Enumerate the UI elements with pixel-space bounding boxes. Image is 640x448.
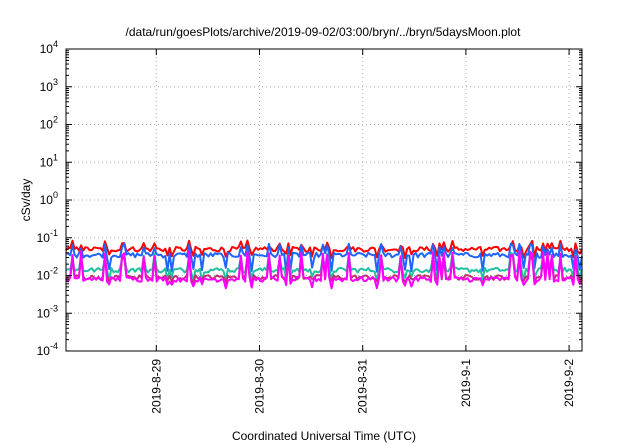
x-axis-label: Coordinated Universal Time (UTC) [232,429,416,443]
x-tick-label: 2019-8-30 [253,359,267,414]
x-tick-label: 2019-8-29 [149,359,163,414]
chart-title: /data/run/goesPlots/archive/2019-09-02/0… [126,25,522,39]
y-tick-label: 104 [40,39,58,56]
series-line-4 [65,249,583,290]
x-tick-label: 2019-9-1 [459,359,473,407]
plot-frame [65,48,583,352]
y-ticks: 104 103 102 101 100 10-1 10-2 10-3 10-4 [37,39,582,358]
y-tick-label: 101 [40,152,58,169]
y-tick-label: 10-4 [37,341,58,358]
x-tick-label: 2019-9-2 [562,359,576,407]
series-group [65,239,583,290]
series-line-1 [66,242,583,274]
y-tick-label: 102 [40,115,58,132]
y-axis-label: cSv/day [19,179,33,222]
y-tick-label: 10-1 [37,228,58,245]
y-tick-label: 10-2 [37,266,58,283]
x-ticks: 2019-8-29 2019-8-30 2019-8-31 2019-9-1 2019-… [149,49,576,414]
x-tick-label: 2019-8-31 [356,359,370,414]
grid-lines [66,49,582,351]
y-tick-label: 100 [40,190,58,207]
y-tick-label: 103 [40,77,58,94]
y-tick-label: 10-3 [37,303,58,320]
